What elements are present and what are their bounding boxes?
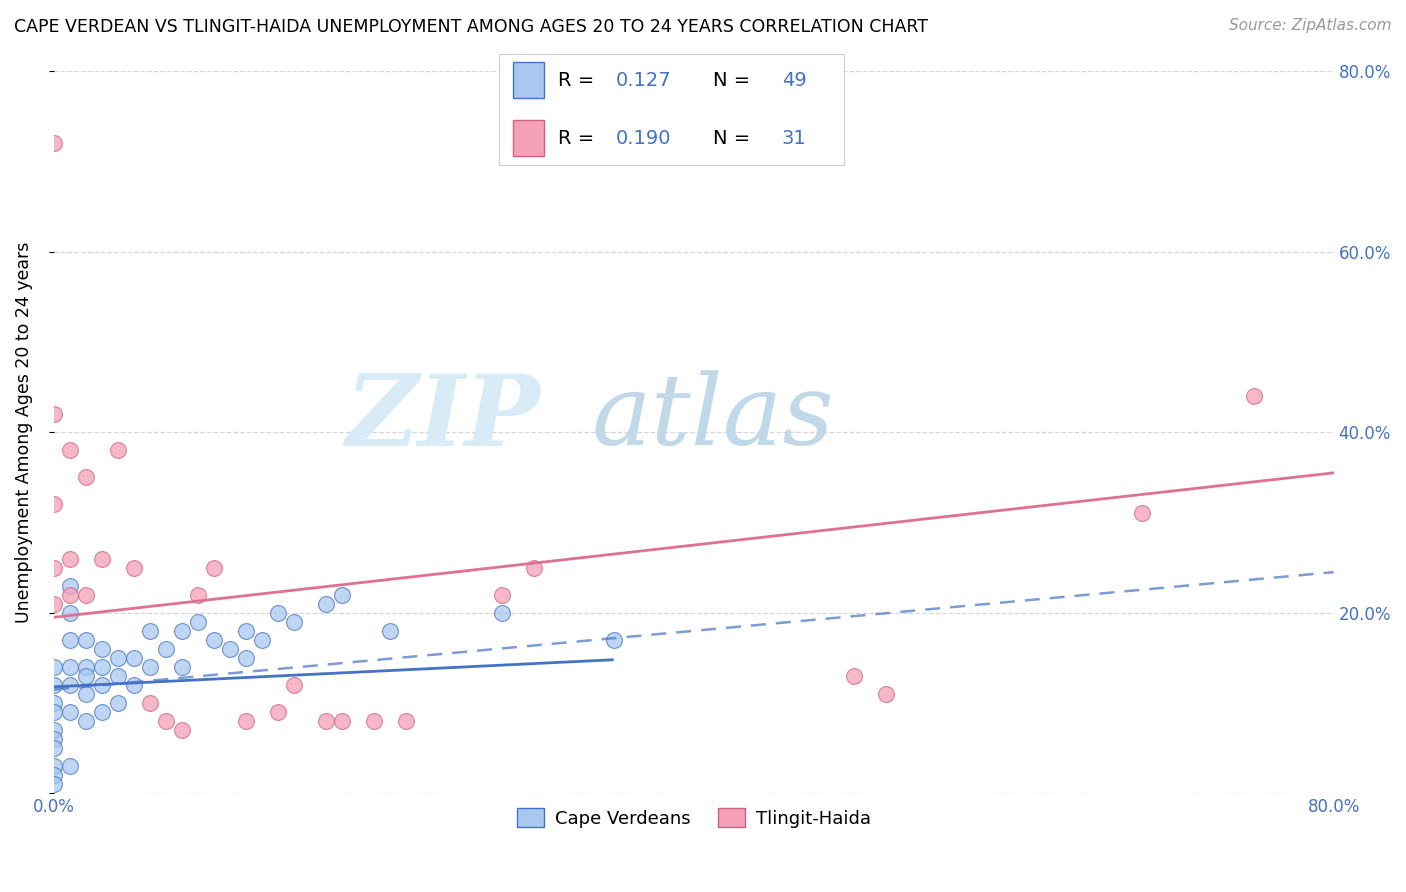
Point (107, 651, 129, 665)
Point (90, 551, 112, 566)
Point (330, 714, 353, 728)
Point (235, 714, 257, 728)
Point (378, 624, 401, 638)
Text: N =: N = (713, 128, 756, 148)
Bar (513, 120, 544, 156)
Point (42, 660, 65, 674)
Point (139, 624, 162, 638)
Point (42, 136, 65, 151)
Point (603, 632, 626, 647)
Point (42, 777, 65, 791)
Point (842, 669, 865, 683)
Text: ZIP: ZIP (344, 369, 540, 466)
Point (202, 560, 225, 574)
Point (107, 696, 129, 710)
Point (75, 714, 97, 728)
Point (75, 632, 97, 647)
Text: 0.190: 0.190 (616, 128, 672, 148)
Point (267, 705, 290, 719)
Point (75, 687, 97, 701)
Point (122, 678, 145, 692)
Point (59, 606, 82, 620)
Point (75, 470, 97, 484)
Text: CAPE VERDEAN VS TLINGIT-HAIDA UNEMPLOYMENT AMONG AGES 20 TO 24 YEARS CORRELATION: CAPE VERDEAN VS TLINGIT-HAIDA UNEMPLOYME… (14, 18, 928, 36)
Point (315, 597, 337, 611)
Point (42, 759, 65, 773)
Point (170, 660, 193, 674)
Point (107, 669, 129, 683)
Point (491, 606, 513, 620)
Bar (513, 62, 544, 98)
Point (235, 624, 257, 638)
Point (42, 597, 65, 611)
Point (59, 660, 82, 674)
Text: 0.127: 0.127 (616, 70, 672, 90)
Point (267, 606, 290, 620)
Point (90, 705, 112, 719)
Text: 31: 31 (782, 128, 807, 148)
Point (42, 678, 65, 692)
Point (75, 588, 97, 602)
Point (523, 560, 546, 574)
Point (202, 632, 225, 647)
Point (283, 615, 305, 629)
Point (59, 551, 82, 566)
Point (218, 641, 240, 656)
Point (42, 407, 65, 421)
Point (187, 588, 209, 602)
Point (42, 741, 65, 756)
Point (42, 498, 65, 512)
Point (42, 723, 65, 738)
Point (59, 759, 82, 773)
Point (1243, 389, 1265, 403)
Point (42, 560, 65, 574)
Point (122, 651, 145, 665)
Point (59, 579, 82, 593)
Point (42, 732, 65, 747)
Point (315, 714, 337, 728)
Legend: Cape Verdeans, Tlingit-Haida: Cape Verdeans, Tlingit-Haida (510, 801, 877, 835)
Point (90, 660, 112, 674)
Point (1130, 507, 1153, 521)
Point (90, 678, 112, 692)
Text: Source: ZipAtlas.com: Source: ZipAtlas.com (1229, 18, 1392, 33)
Text: 49: 49 (782, 70, 807, 90)
Point (170, 723, 193, 738)
Point (75, 660, 97, 674)
Y-axis label: Unemployment Among Ages 20 to 24 years: Unemployment Among Ages 20 to 24 years (15, 242, 32, 623)
Point (155, 714, 177, 728)
Point (139, 696, 162, 710)
Point (75, 669, 97, 683)
Point (170, 624, 193, 638)
Point (155, 641, 177, 656)
Point (395, 714, 418, 728)
Point (363, 714, 385, 728)
Point (59, 678, 82, 692)
Point (107, 443, 129, 458)
Point (235, 651, 257, 665)
Point (59, 705, 82, 719)
Point (330, 588, 353, 602)
Point (59, 443, 82, 458)
Point (283, 678, 305, 692)
Point (59, 588, 82, 602)
Point (42, 768, 65, 782)
Point (59, 632, 82, 647)
Text: R =: R = (558, 128, 600, 148)
Point (122, 560, 145, 574)
Point (187, 615, 209, 629)
Point (875, 687, 897, 701)
Point (42, 696, 65, 710)
Point (42, 705, 65, 719)
Point (491, 588, 513, 602)
Point (90, 641, 112, 656)
Text: R =: R = (558, 70, 600, 90)
Text: atlas: atlas (592, 370, 834, 466)
Text: N =: N = (713, 70, 756, 90)
Point (139, 660, 162, 674)
Point (250, 632, 273, 647)
